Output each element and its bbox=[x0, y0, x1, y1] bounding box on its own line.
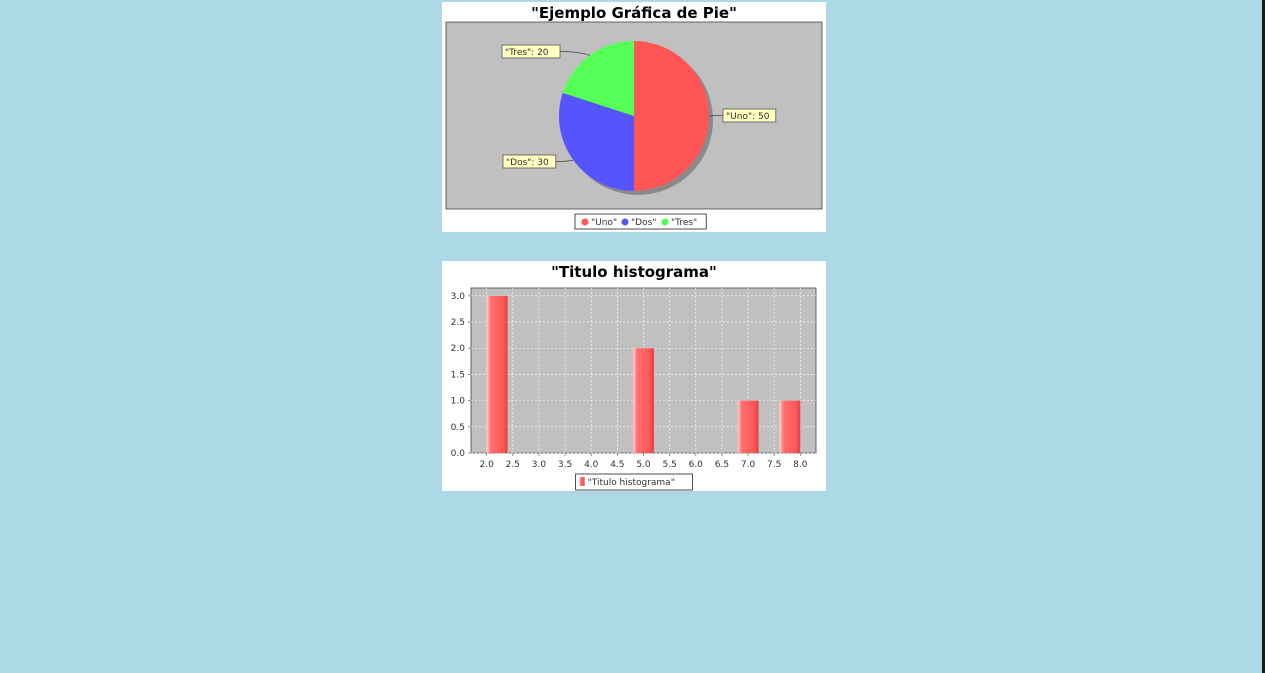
x-tick-label: 6.5 bbox=[715, 460, 729, 470]
pie-legend-label: "Uno" bbox=[591, 218, 617, 228]
pie-slice bbox=[559, 92, 634, 191]
pie-label-box bbox=[502, 154, 557, 169]
x-tick-label: 2.5 bbox=[506, 460, 520, 470]
x-tick-label: 8.0 bbox=[793, 460, 808, 470]
pie-chart: "Ejemplo Gráfica de Pie" "Uno": 50 "Dos":… bbox=[445, 4, 823, 230]
histogram-legend-marker bbox=[579, 477, 585, 486]
pie-slice-label: "Tres": 20 bbox=[505, 48, 549, 58]
histogram-bar bbox=[737, 400, 759, 453]
y-tick-label: 0.0 bbox=[451, 449, 466, 459]
pie-slice-label: "Dos": 30 bbox=[506, 158, 549, 168]
pie-legend-label: "Tres" bbox=[671, 218, 697, 228]
x-tick-label: 6.0 bbox=[689, 460, 704, 470]
pie-legend-marker bbox=[621, 218, 629, 226]
histogram-bar bbox=[633, 348, 654, 453]
pie-legend-label: "Dos" bbox=[631, 218, 656, 228]
pie-label-box bbox=[501, 44, 561, 59]
x-tick-label: 7.0 bbox=[741, 460, 756, 470]
histogram-legend bbox=[575, 473, 693, 491]
pie-label-box bbox=[722, 108, 777, 123]
y-tick-label: 3.0 bbox=[451, 292, 466, 302]
x-tick-label: 3.5 bbox=[558, 460, 572, 470]
pie-label-connector bbox=[708, 115, 724, 117]
pie-legend-marker bbox=[581, 218, 589, 226]
pie-chart-title: "Ejemplo Gráfica de Pie" bbox=[531, 4, 737, 22]
x-tick-label: 4.0 bbox=[584, 460, 599, 470]
pie-legend-marker bbox=[661, 218, 669, 226]
y-tick-label: 1.5 bbox=[451, 370, 465, 380]
y-tick-label: 2.0 bbox=[451, 344, 466, 354]
x-tick-label: 2.0 bbox=[480, 460, 495, 470]
x-tick-label: 7.5 bbox=[767, 460, 781, 470]
pie-legend bbox=[574, 213, 707, 230]
x-tick-label: 4.5 bbox=[610, 460, 624, 470]
x-tick-label: 5.0 bbox=[636, 460, 651, 470]
pie-label-connector bbox=[559, 51, 591, 56]
histogram-bar bbox=[779, 400, 801, 453]
histogram-legend-label: "Titulo histograma" bbox=[588, 478, 675, 488]
y-tick-label: 0.5 bbox=[451, 423, 465, 433]
histogram-bar bbox=[486, 295, 508, 453]
pie-label-connector bbox=[555, 159, 574, 162]
histogram-chart: "Titulo histograma" 2.0 2.5 3.0 3.5 4.0 4.5 5.… bbox=[451, 263, 817, 491]
x-tick-label: 3.0 bbox=[532, 460, 547, 470]
y-tick-label: 2.5 bbox=[451, 318, 465, 328]
pie-slice bbox=[634, 41, 709, 191]
pie-slice-label: "Uno": 50 bbox=[726, 112, 770, 122]
histogram-title: "Titulo histograma" bbox=[551, 263, 717, 281]
y-tick-label: 1.0 bbox=[451, 397, 466, 407]
x-tick-label: 5.5 bbox=[662, 460, 676, 470]
histogram-panel: "Titulo histograma" 2.0 2.5 3.0 3.5 4.0 4.5 5.… bbox=[442, 261, 826, 491]
pie-slice bbox=[562, 41, 634, 116]
window-right-border bbox=[1262, 0, 1265, 673]
pie-chart-panel: "Ejemplo Gráfica de Pie" "Uno": 50 "Dos":… bbox=[442, 2, 826, 232]
